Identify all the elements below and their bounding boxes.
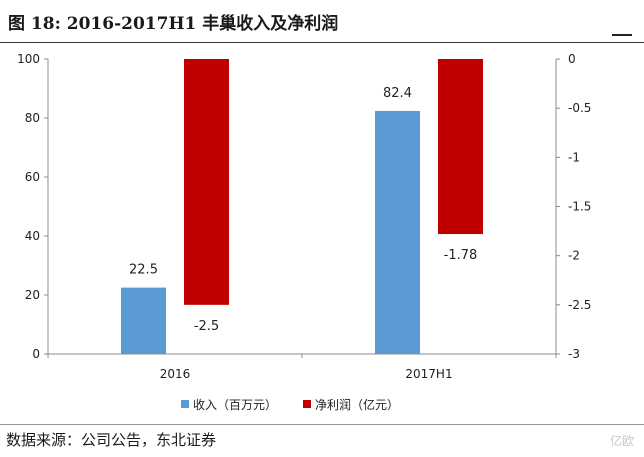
net-profit-bar	[184, 59, 229, 305]
legend-swatch	[181, 400, 189, 408]
y-right-tick-label: -2	[568, 249, 580, 263]
y-right-tick-label: -3	[568, 347, 580, 361]
y-right-tick-label: -1	[568, 150, 580, 164]
x-tick-label: 2017H1	[405, 367, 452, 381]
revenue-data-label: 82.4	[383, 86, 412, 101]
y-left-tick-label: 60	[25, 170, 40, 184]
y-left-tick-label: 40	[25, 229, 40, 243]
revenue-data-label: 22.5	[129, 263, 158, 278]
y-right-tick-label: -2.5	[568, 298, 591, 312]
y-left-tick-label: 0	[32, 347, 40, 361]
chart-title: 图 18: 2016-2017H1 丰巢收入及净利润	[8, 14, 339, 34]
watermark-logo: 亿欧	[609, 434, 634, 448]
legend-label: 净利润（亿元）	[315, 397, 399, 412]
y-right-tick-label: -0.5	[568, 101, 591, 115]
net-profit-data-label: -2.5	[194, 319, 219, 334]
title-dash	[612, 34, 632, 36]
net-profit-bar	[438, 59, 483, 235]
source-note: 数据来源：公司公告，东北证券	[6, 431, 217, 449]
x-tick-label: 2016	[160, 367, 191, 381]
title-rule	[0, 42, 644, 43]
y-left-tick-label: 100	[17, 52, 40, 66]
legend-label: 收入（百万元）	[193, 398, 277, 412]
revenue-bar	[121, 287, 166, 354]
y-right-tick-label: 0	[568, 52, 576, 66]
chart-canvas: 0 20 40 60 80 100 0 -0.5 -1 -1.5 -2 -2.5 -3 2016 2017H…	[17, 52, 591, 412]
y-left-tick-label: 20	[25, 288, 40, 302]
y-left-tick-label: 80	[25, 111, 40, 125]
source-divider	[0, 424, 644, 425]
y-right-tick-label: -1.5	[568, 200, 591, 214]
net-profit-data-label: -1.78	[444, 248, 478, 263]
revenue-bar	[375, 110, 420, 354]
legend-swatch	[303, 400, 311, 408]
